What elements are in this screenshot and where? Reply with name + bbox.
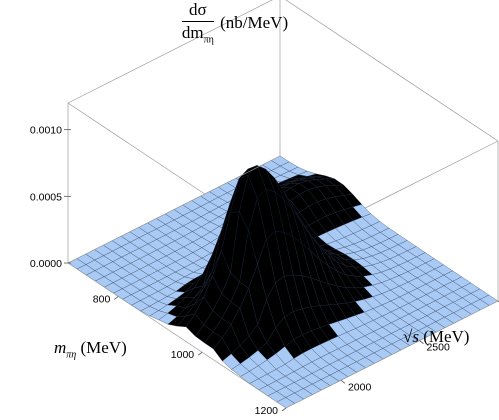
y-tick-mark [340, 379, 346, 384]
z-tick-label: 0.0010 [30, 125, 62, 137]
z-tick-label: 0.0005 [30, 191, 62, 203]
y-label-unit: (MeV) [423, 327, 470, 346]
z-label-numerator: dσ [181, 0, 214, 22]
z-tick-label: 0.0000 [30, 258, 62, 270]
z-label-subscript: πη [203, 34, 214, 46]
x-label-variable: m [54, 338, 67, 357]
y-tick-mark [419, 340, 424, 344]
y-tick-label: 2000 [348, 381, 372, 393]
box-edge [67, 262, 287, 409]
x-tick-mark [197, 351, 203, 356]
x-tick-label: 1200 [255, 405, 279, 417]
y-label-variable: √s [403, 327, 419, 346]
x-tick-label: 800 [93, 293, 111, 305]
y-axis-label: √s (MeV) [403, 327, 469, 347]
y-tick-label: 2500 [426, 342, 450, 354]
x-tick-label: 1000 [171, 349, 195, 361]
x-label-unit: (MeV) [80, 338, 127, 357]
z-label-unit: (nb/MeV) [220, 12, 289, 32]
box-edge [67, 0, 273, 104]
x-axis-label: mπη (MeV) [54, 338, 127, 360]
box-edge [285, 0, 499, 142]
x-label-subscript: πη [66, 349, 77, 361]
box-edge [67, 155, 281, 264]
x-tick-mark [281, 407, 287, 412]
box-edge [285, 300, 499, 409]
z-axis-label: dσ dmπη (nb/MeV) [150, 0, 320, 45]
z-label-denominator: dm [181, 23, 204, 42]
x-tick-mark [114, 296, 119, 300]
